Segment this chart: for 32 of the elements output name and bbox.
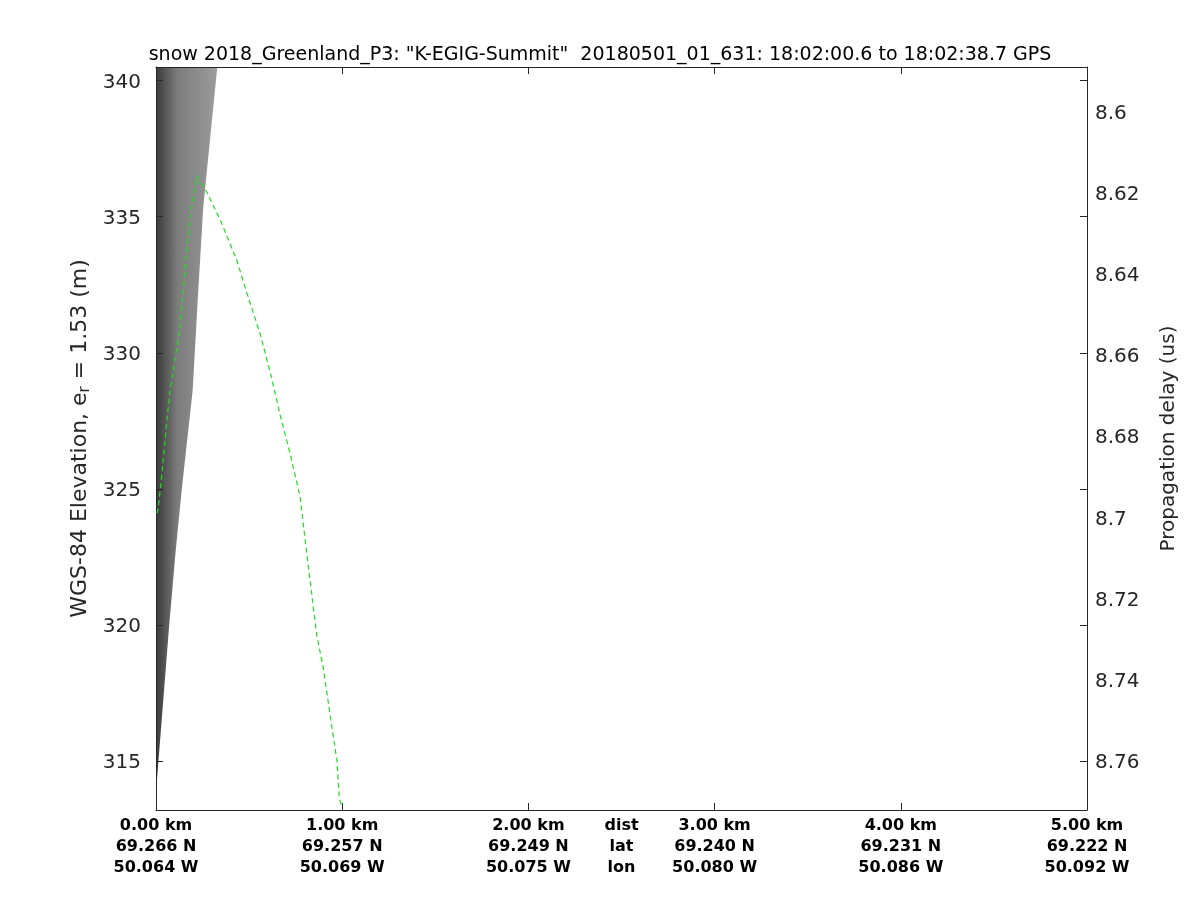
text: dist lat lon [604,815,639,876]
y2-tick-label: 8.76 [1095,749,1140,774]
y2-tick-label: 8.6 [1095,99,1127,124]
y2-tick-label: 8.74 [1095,668,1140,693]
text: 69.266 N 50.064 W [113,836,199,876]
y2-tick-label: 8.62 [1095,180,1140,205]
y2-tick-label: 8.72 [1095,586,1140,611]
y2-tick-label: 8.68 [1095,424,1140,449]
y-tick-label: 315 [102,749,141,774]
y2-tick-label: 8.64 [1095,262,1140,287]
y-tick-label: 330 [102,340,141,365]
y-tick-label: 320 [102,612,141,637]
x-tick-label: 2.00 km [492,815,565,834]
line-series [156,175,342,806]
text: 69.231 N 50.086 W [858,836,944,876]
text: 69.257 N 50.069 W [299,836,386,876]
y-tick-label: 325 [102,476,141,501]
chart-title: snow 2018_Greenland_P3: "K-EGIG-Summit" 20180501_01_631: 18:02:00.6 to 18:02:38.7 GPS [148,41,1052,65]
x-tick-label: 4.00 km [864,815,937,834]
y2-tick-label: 8.66 [1095,343,1140,368]
x-tick-label: 3.00 km [678,815,751,834]
text: 69.249 N 50.075 W [485,836,572,876]
text: 69.240 N 50.080 W [672,836,758,876]
y2-axis-title: Propagation delay (us) [1155,325,1179,552]
x-tick-label: 1.00 km [306,815,379,834]
text: 69.222 N 50.092 W [1044,836,1130,876]
x-tick-label: 5.00 km [1050,815,1124,834]
y-tick-label: 335 [102,204,141,229]
y-axis-title: WGS-84 Elevation, er = 1.53 (m) [65,259,94,618]
y2-tick-label: 8.7 [1095,505,1127,530]
y-tick-label: 340 [102,68,141,93]
x-tick-label: 0.00 km [119,815,193,834]
